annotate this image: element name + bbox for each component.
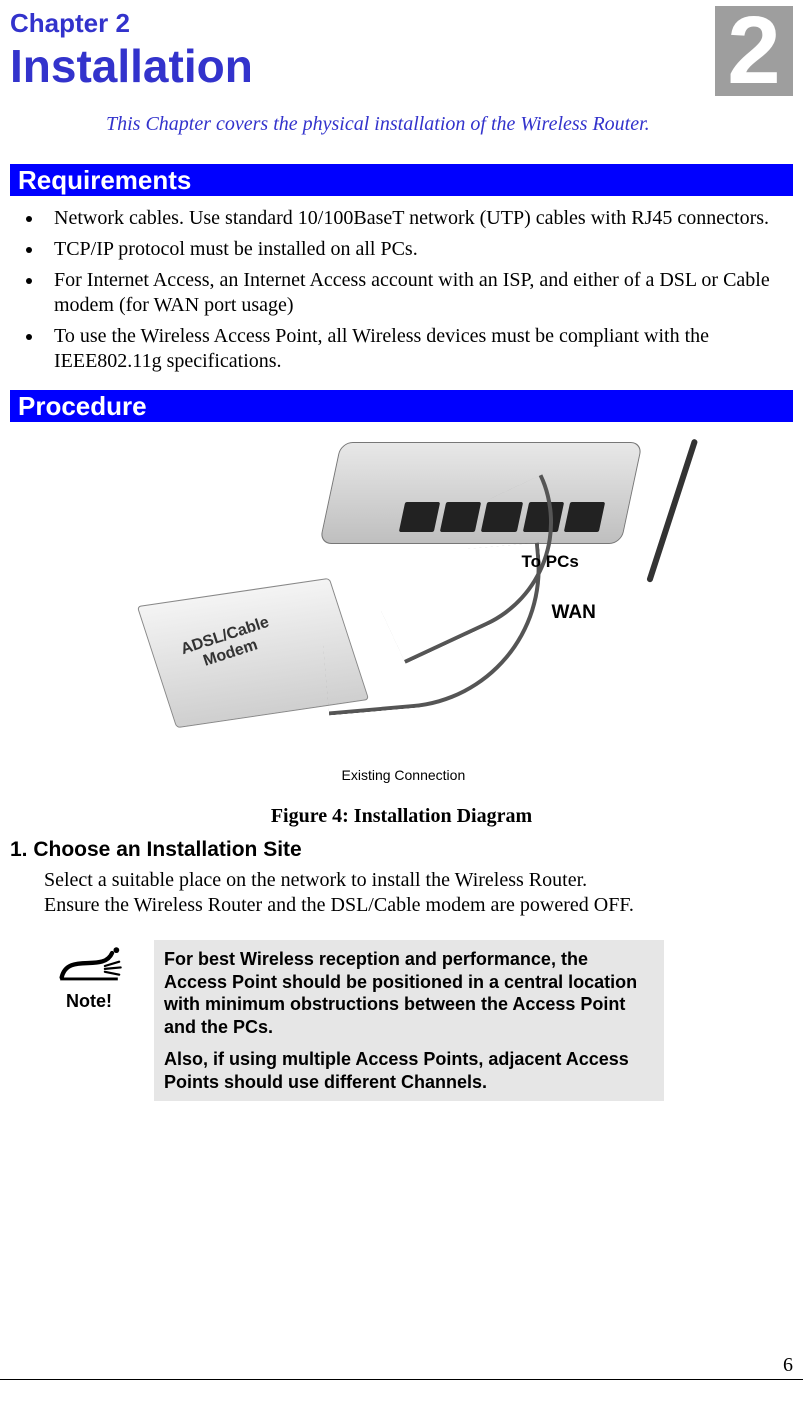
- chapter-label: Chapter 2: [10, 4, 793, 39]
- step1-heading: 1. Choose an Installation Site: [10, 838, 793, 862]
- chapter-title: Installation: [10, 39, 793, 93]
- router-antenna-shape: [646, 438, 698, 583]
- note-paragraph: Also, if using multiple Access Points, a…: [164, 1048, 654, 1093]
- label-to-pcs: To PCs: [522, 552, 579, 572]
- label-wan: WAN: [552, 602, 596, 624]
- label-existing-connection: Existing Connection: [342, 767, 466, 783]
- figure-caption: Figure 4: Installation Diagram: [10, 805, 793, 828]
- page: 2 Chapter 2 Installation This Chapter co…: [0, 0, 803, 1380]
- list-item: Network cables. Use standard 10/100BaseT…: [44, 206, 793, 231]
- chapter-number-glyph: 2: [727, 0, 780, 104]
- page-number: 6: [783, 1354, 793, 1377]
- requirements-list: Network cables. Use standard 10/100BaseT…: [10, 206, 793, 374]
- note-box: For best Wireless reception and performa…: [154, 940, 664, 1101]
- section-requirements-header: Requirements: [10, 164, 793, 196]
- step1-line2: Ensure the Wireless Router and the DSL/C…: [44, 894, 634, 916]
- note-paragraph: For best Wireless reception and performa…: [164, 948, 654, 1038]
- list-item: TCP/IP protocol must be installed on all…: [44, 237, 793, 262]
- list-item: To use the Wireless Access Point, all Wi…: [44, 324, 793, 374]
- chapter-intro: This Chapter covers the physical install…: [106, 113, 793, 136]
- installation-diagram-figure: ADSL/Cable Modem To PCs WAN Existing Con…: [142, 432, 662, 792]
- chapter-number-box: 2: [715, 6, 793, 96]
- note-icon-column: Note!: [44, 940, 134, 1012]
- figure-wrap: ADSL/Cable Modem To PCs WAN Existing Con…: [10, 432, 793, 797]
- step1-line1: Select a suitable place on the network t…: [44, 869, 587, 891]
- note-icon-label: Note!: [44, 991, 134, 1012]
- section-procedure-header: Procedure: [10, 390, 793, 422]
- step1-body: Select a suitable place on the network t…: [44, 868, 793, 918]
- list-item: For Internet Access, an Internet Access …: [44, 268, 793, 318]
- note-row: Note! For best Wireless reception and pe…: [44, 940, 793, 1101]
- note-icon: [53, 944, 125, 988]
